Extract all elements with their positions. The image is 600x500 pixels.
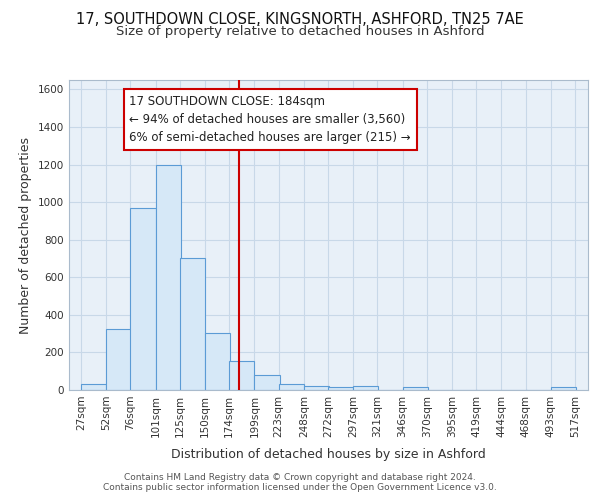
Bar xyxy=(229,361,254,390)
Bar xyxy=(551,387,576,390)
Bar xyxy=(205,332,230,390)
Bar xyxy=(278,384,304,390)
Text: Contains public sector information licensed under the Open Government Licence v3: Contains public sector information licen… xyxy=(103,484,497,492)
Bar xyxy=(155,164,181,390)
Bar xyxy=(130,208,155,390)
Text: Size of property relative to detached houses in Ashford: Size of property relative to detached ho… xyxy=(116,25,484,38)
Text: 17 SOUTHDOWN CLOSE: 184sqm
← 94% of detached houses are smaller (3,560)
6% of se: 17 SOUTHDOWN CLOSE: 184sqm ← 94% of deta… xyxy=(130,95,411,144)
Bar xyxy=(403,387,428,390)
Text: 17, SOUTHDOWN CLOSE, KINGSNORTH, ASHFORD, TN25 7AE: 17, SOUTHDOWN CLOSE, KINGSNORTH, ASHFORD… xyxy=(76,12,524,28)
Y-axis label: Number of detached properties: Number of detached properties xyxy=(19,136,32,334)
Bar xyxy=(328,387,353,390)
Bar xyxy=(106,329,131,390)
Bar xyxy=(180,258,205,390)
Text: Contains HM Land Registry data © Crown copyright and database right 2024.: Contains HM Land Registry data © Crown c… xyxy=(124,472,476,482)
Bar xyxy=(304,386,329,390)
Bar xyxy=(353,386,379,390)
Bar xyxy=(81,384,106,390)
Bar xyxy=(254,375,280,390)
X-axis label: Distribution of detached houses by size in Ashford: Distribution of detached houses by size … xyxy=(171,448,486,461)
